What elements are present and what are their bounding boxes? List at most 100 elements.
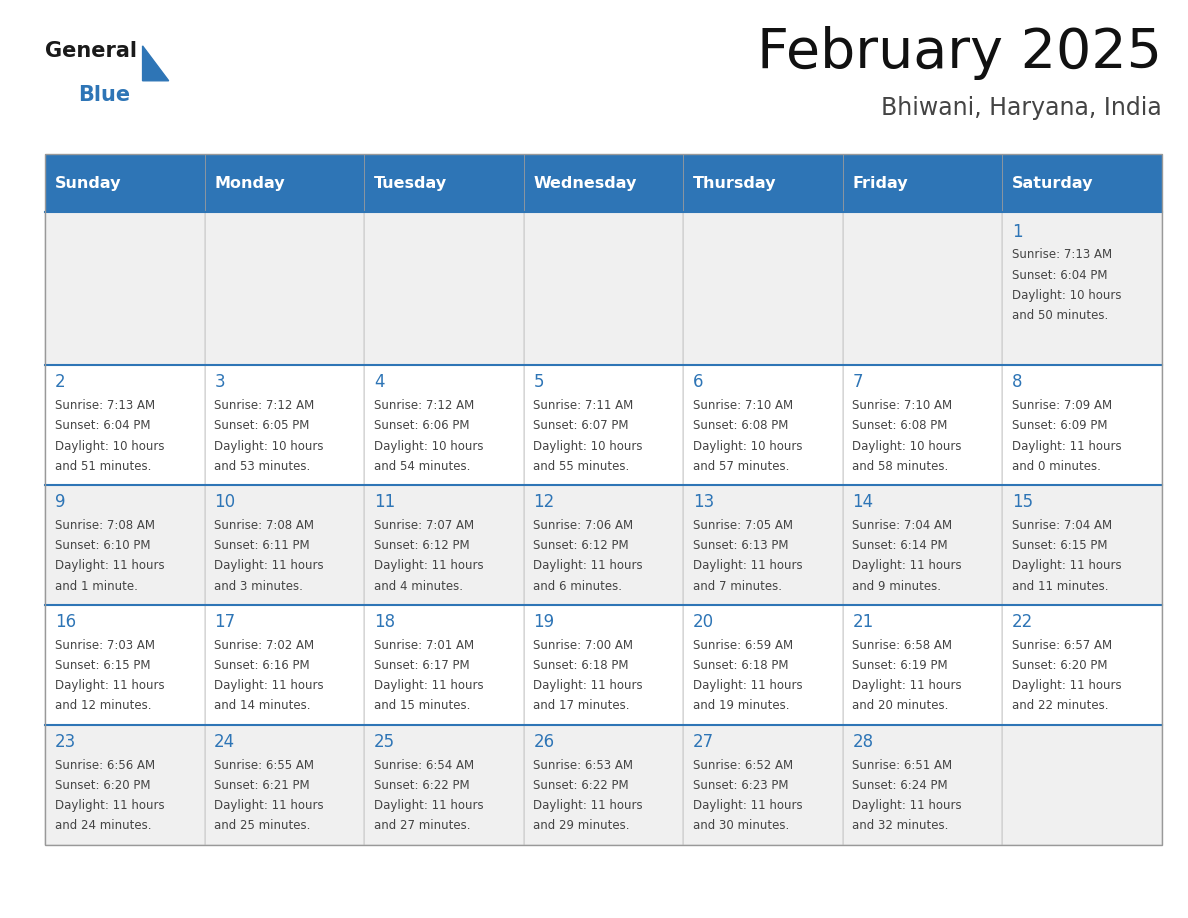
Text: Sunset: 6:13 PM: Sunset: 6:13 PM bbox=[693, 539, 789, 553]
Bar bbox=[842, 154, 1003, 212]
Text: 24: 24 bbox=[214, 733, 235, 751]
Text: Sunset: 6:07 PM: Sunset: 6:07 PM bbox=[533, 420, 628, 432]
Text: Sunrise: 7:03 AM: Sunrise: 7:03 AM bbox=[55, 639, 154, 652]
Text: and 3 minutes.: and 3 minutes. bbox=[214, 579, 303, 593]
Text: Sunset: 6:15 PM: Sunset: 6:15 PM bbox=[1012, 539, 1107, 553]
Text: Sunrise: 7:13 AM: Sunrise: 7:13 AM bbox=[55, 399, 154, 412]
Text: and 11 minutes.: and 11 minutes. bbox=[1012, 579, 1108, 593]
Text: Daylight: 11 hours: Daylight: 11 hours bbox=[214, 800, 324, 812]
Text: Sunrise: 6:53 AM: Sunrise: 6:53 AM bbox=[533, 759, 633, 772]
Text: Tuesday: Tuesday bbox=[374, 175, 447, 191]
Text: Sunrise: 7:04 AM: Sunrise: 7:04 AM bbox=[852, 519, 953, 532]
Text: 11: 11 bbox=[374, 493, 396, 511]
Bar bbox=[524, 154, 683, 212]
Text: Blue: Blue bbox=[78, 85, 131, 106]
Text: 23: 23 bbox=[55, 733, 76, 751]
Bar bbox=[524, 605, 683, 724]
Text: 18: 18 bbox=[374, 613, 394, 632]
Bar bbox=[45, 724, 204, 845]
Text: Daylight: 11 hours: Daylight: 11 hours bbox=[852, 679, 962, 692]
Text: Bhiwani, Haryana, India: Bhiwani, Haryana, India bbox=[881, 96, 1162, 120]
Text: Sunrise: 7:07 AM: Sunrise: 7:07 AM bbox=[374, 519, 474, 532]
Text: Daylight: 11 hours: Daylight: 11 hours bbox=[55, 679, 164, 692]
Text: Daylight: 11 hours: Daylight: 11 hours bbox=[214, 679, 324, 692]
Text: Daylight: 11 hours: Daylight: 11 hours bbox=[533, 800, 643, 812]
Text: 26: 26 bbox=[533, 733, 555, 751]
Text: and 57 minutes.: and 57 minutes. bbox=[693, 460, 789, 473]
Bar bbox=[365, 212, 524, 365]
Text: Sunrise: 6:59 AM: Sunrise: 6:59 AM bbox=[693, 639, 792, 652]
Bar bbox=[45, 154, 204, 212]
Text: Sunrise: 7:04 AM: Sunrise: 7:04 AM bbox=[1012, 519, 1112, 532]
Text: Sunrise: 6:52 AM: Sunrise: 6:52 AM bbox=[693, 759, 792, 772]
Text: and 50 minutes.: and 50 minutes. bbox=[1012, 309, 1108, 322]
Text: 9: 9 bbox=[55, 493, 65, 511]
Text: General: General bbox=[45, 41, 137, 62]
Text: Monday: Monday bbox=[214, 175, 285, 191]
Bar bbox=[524, 365, 683, 485]
Text: Sunrise: 7:01 AM: Sunrise: 7:01 AM bbox=[374, 639, 474, 652]
Text: and 54 minutes.: and 54 minutes. bbox=[374, 460, 470, 473]
Text: Sunset: 6:14 PM: Sunset: 6:14 PM bbox=[852, 539, 948, 553]
Text: Daylight: 11 hours: Daylight: 11 hours bbox=[374, 679, 484, 692]
Text: 14: 14 bbox=[852, 493, 873, 511]
Text: Sunrise: 7:02 AM: Sunrise: 7:02 AM bbox=[214, 639, 315, 652]
Text: and 14 minutes.: and 14 minutes. bbox=[214, 700, 311, 712]
Text: and 7 minutes.: and 7 minutes. bbox=[693, 579, 782, 593]
Text: 20: 20 bbox=[693, 613, 714, 632]
Text: Sunset: 6:08 PM: Sunset: 6:08 PM bbox=[852, 420, 948, 432]
Bar bbox=[683, 485, 842, 605]
Bar bbox=[1003, 154, 1162, 212]
Text: and 6 minutes.: and 6 minutes. bbox=[533, 579, 623, 593]
Text: Sunset: 6:17 PM: Sunset: 6:17 PM bbox=[374, 659, 469, 672]
Text: Sunset: 6:20 PM: Sunset: 6:20 PM bbox=[1012, 659, 1107, 672]
Bar bbox=[204, 365, 365, 485]
Text: Sunset: 6:18 PM: Sunset: 6:18 PM bbox=[693, 659, 789, 672]
Text: Sunrise: 7:12 AM: Sunrise: 7:12 AM bbox=[374, 399, 474, 412]
Text: Sunset: 6:18 PM: Sunset: 6:18 PM bbox=[533, 659, 628, 672]
Text: Daylight: 10 hours: Daylight: 10 hours bbox=[374, 440, 484, 453]
Text: Daylight: 11 hours: Daylight: 11 hours bbox=[533, 559, 643, 573]
Text: 15: 15 bbox=[1012, 493, 1034, 511]
Text: Friday: Friday bbox=[852, 175, 908, 191]
Bar bbox=[1003, 365, 1162, 485]
Text: 8: 8 bbox=[1012, 374, 1023, 391]
Text: and 1 minute.: and 1 minute. bbox=[55, 579, 138, 593]
Text: Daylight: 11 hours: Daylight: 11 hours bbox=[852, 559, 962, 573]
Text: and 22 minutes.: and 22 minutes. bbox=[1012, 700, 1108, 712]
Text: 12: 12 bbox=[533, 493, 555, 511]
Text: Daylight: 11 hours: Daylight: 11 hours bbox=[693, 679, 802, 692]
Text: Daylight: 11 hours: Daylight: 11 hours bbox=[1012, 559, 1121, 573]
Text: Sunset: 6:04 PM: Sunset: 6:04 PM bbox=[1012, 269, 1107, 282]
Text: and 17 minutes.: and 17 minutes. bbox=[533, 700, 630, 712]
Text: and 0 minutes.: and 0 minutes. bbox=[1012, 460, 1101, 473]
Text: Sunrise: 7:13 AM: Sunrise: 7:13 AM bbox=[1012, 249, 1112, 262]
Text: 28: 28 bbox=[852, 733, 873, 751]
Text: Sunset: 6:16 PM: Sunset: 6:16 PM bbox=[214, 659, 310, 672]
Text: and 29 minutes.: and 29 minutes. bbox=[533, 820, 630, 833]
Text: Daylight: 10 hours: Daylight: 10 hours bbox=[214, 440, 324, 453]
Text: Daylight: 11 hours: Daylight: 11 hours bbox=[1012, 679, 1121, 692]
Text: 5: 5 bbox=[533, 374, 544, 391]
Text: Daylight: 10 hours: Daylight: 10 hours bbox=[852, 440, 962, 453]
Text: Sunset: 6:19 PM: Sunset: 6:19 PM bbox=[852, 659, 948, 672]
Text: Sunrise: 6:54 AM: Sunrise: 6:54 AM bbox=[374, 759, 474, 772]
Bar bbox=[204, 485, 365, 605]
Text: 10: 10 bbox=[214, 493, 235, 511]
Text: and 30 minutes.: and 30 minutes. bbox=[693, 820, 789, 833]
Text: Sunset: 6:05 PM: Sunset: 6:05 PM bbox=[214, 420, 310, 432]
Bar bbox=[45, 605, 204, 724]
Bar bbox=[204, 212, 365, 365]
Text: Sunrise: 6:58 AM: Sunrise: 6:58 AM bbox=[852, 639, 953, 652]
Bar bbox=[842, 212, 1003, 365]
Text: Sunrise: 7:11 AM: Sunrise: 7:11 AM bbox=[533, 399, 633, 412]
Text: Daylight: 11 hours: Daylight: 11 hours bbox=[214, 559, 324, 573]
Text: Sunset: 6:15 PM: Sunset: 6:15 PM bbox=[55, 659, 150, 672]
Text: Daylight: 10 hours: Daylight: 10 hours bbox=[55, 440, 164, 453]
Text: Daylight: 11 hours: Daylight: 11 hours bbox=[55, 800, 164, 812]
Text: Sunset: 6:22 PM: Sunset: 6:22 PM bbox=[374, 779, 469, 792]
Text: Sunrise: 7:08 AM: Sunrise: 7:08 AM bbox=[214, 519, 315, 532]
Text: Sunday: Sunday bbox=[55, 175, 121, 191]
Bar bbox=[1003, 724, 1162, 845]
Text: 22: 22 bbox=[1012, 613, 1034, 632]
